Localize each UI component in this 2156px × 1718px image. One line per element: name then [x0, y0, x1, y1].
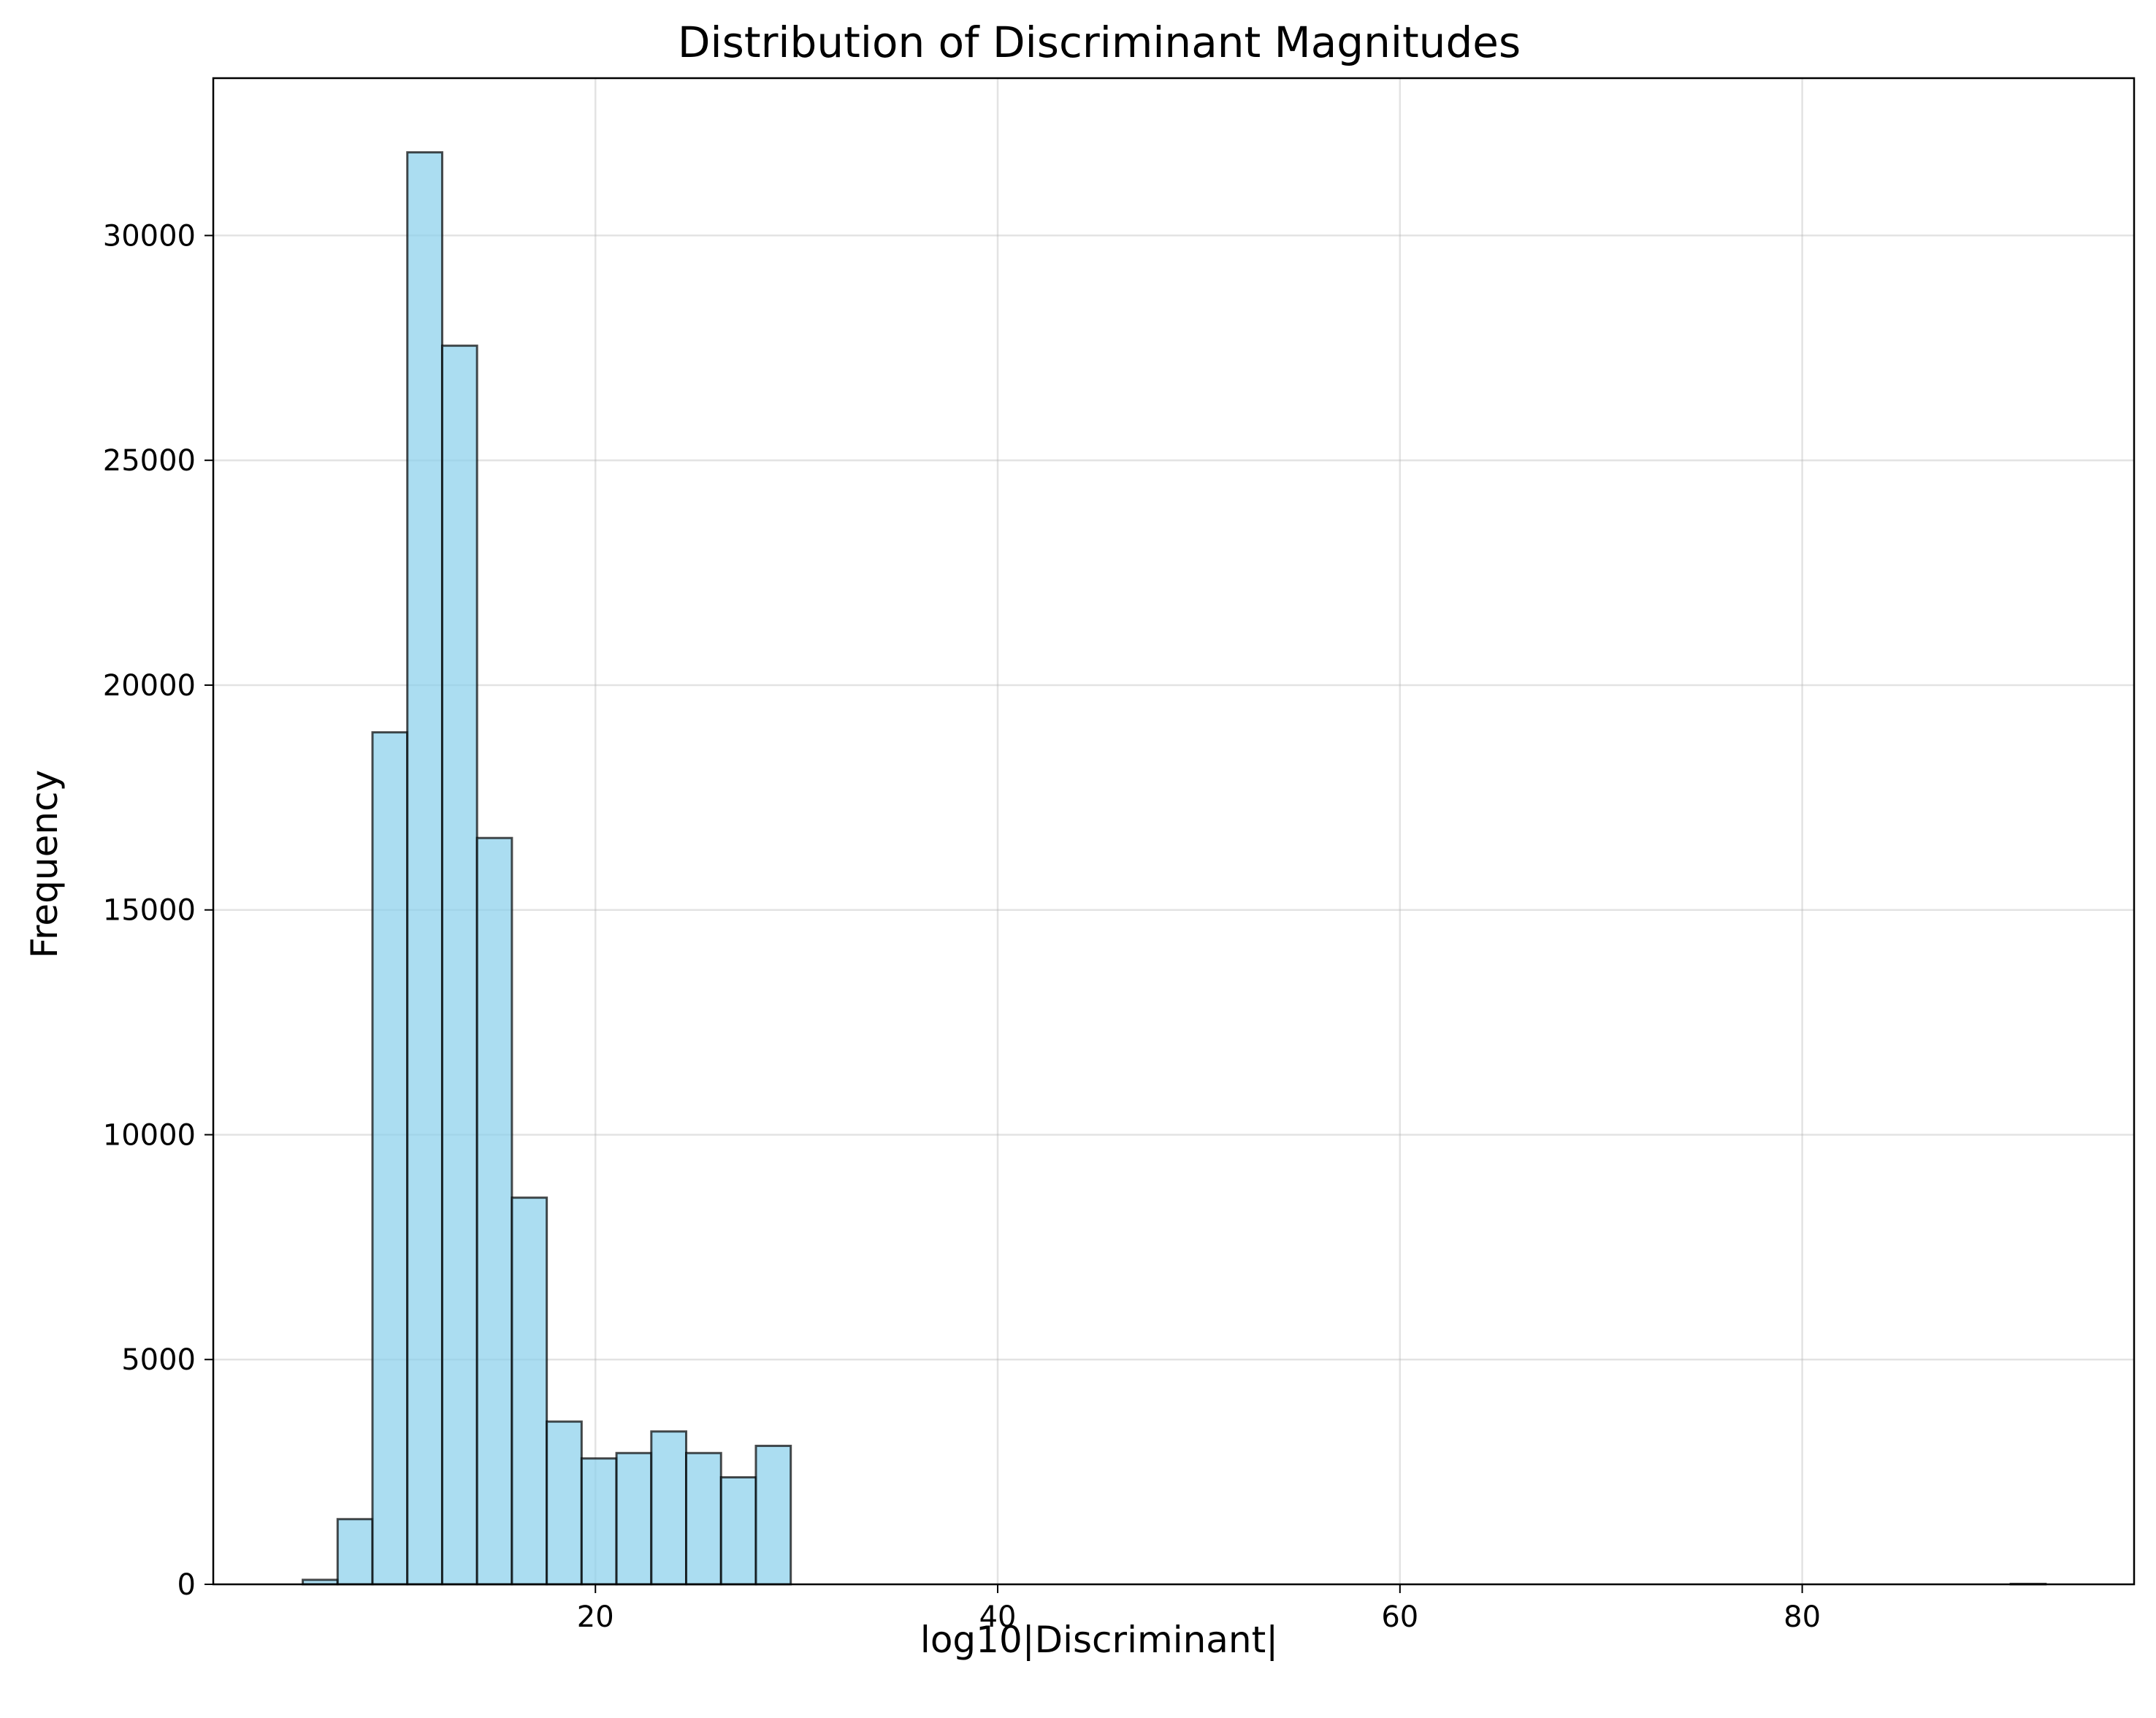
histogram-bar [475, 836, 513, 1586]
histogram-bar [580, 1457, 618, 1586]
plot-frame [212, 77, 2136, 1586]
x-tick-label: 20 [577, 1600, 614, 1634]
histogram-bar [336, 1518, 374, 1586]
y-tick-label: 5000 [121, 1343, 196, 1377]
y-axis-label: Frequency [23, 770, 66, 958]
histogram-bar [719, 1476, 757, 1586]
y-axis-ticks: 0 5000 10000 15000 20000 25000 30000 [103, 219, 213, 1602]
histogram-bar [650, 1430, 688, 1586]
histogram-bar [406, 151, 443, 1586]
histogram-bar [440, 344, 478, 1586]
histogram-bar [546, 1420, 583, 1586]
x-tick-label: 40 [979, 1600, 1017, 1634]
y-tick-label: 0 [177, 1568, 196, 1602]
y-tick-label: 10000 [103, 1118, 196, 1152]
x-axis-label: log10|Discriminant| [920, 1619, 1278, 1661]
x-tick-label: 60 [1381, 1600, 1418, 1634]
x-axis-ticks: 20 40 60 80 [577, 1584, 1821, 1634]
histogram-bar [371, 731, 409, 1586]
y-tick-label: 30000 [103, 219, 196, 253]
histogram-bar [685, 1451, 722, 1586]
x-tick-label: 80 [1784, 1600, 1821, 1634]
chart-title: Distribution of Discriminant Magnitudes [678, 18, 1521, 67]
histogram-bar [615, 1451, 653, 1586]
histogram-bars [302, 151, 2047, 1586]
histogram-bar [511, 1196, 548, 1586]
y-tick-label: 20000 [103, 669, 196, 703]
y-tick-label: 15000 [103, 894, 196, 928]
y-tick-label: 25000 [103, 444, 196, 478]
histogram-bar [754, 1444, 792, 1586]
